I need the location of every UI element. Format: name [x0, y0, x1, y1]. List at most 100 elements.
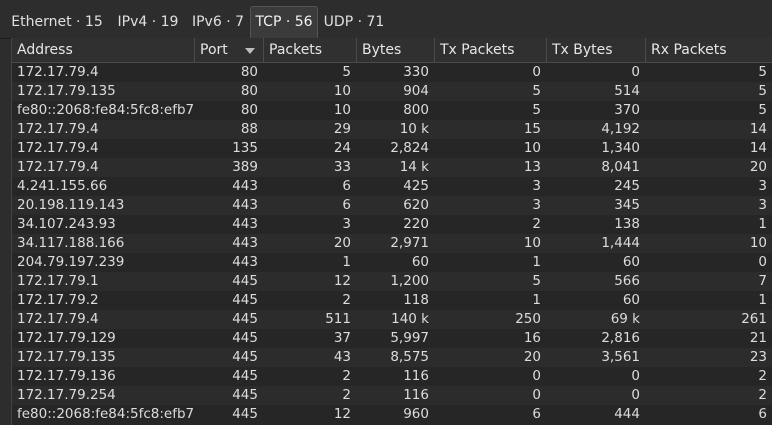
table-row[interactable]: 172.17.79.2 445 2 118 1 60 1 — [12, 291, 772, 310]
sort-descending-icon — [245, 48, 255, 54]
cell-tx-bytes: 4,192 — [601, 121, 640, 137]
table-row[interactable]: 172.17.79.4 88 29 10 k 15 4,192 14 — [12, 120, 772, 139]
cell-tx-packets: 0 — [532, 387, 541, 403]
cell-port: 445 — [232, 406, 258, 422]
tab-udp[interactable]: UDP · 71 — [323, 14, 385, 30]
cell-tx-bytes: 60 — [622, 254, 640, 270]
table-row[interactable]: 172.17.79.254 445 2 116 0 0 2 — [12, 386, 772, 405]
cell-bytes: 60 — [411, 254, 429, 270]
cell-tx-bytes: 2,816 — [601, 330, 640, 346]
cell-packets: 33 — [333, 159, 351, 175]
cell-packets: 12 — [333, 406, 351, 422]
cell-packets: 20 — [333, 235, 351, 251]
conversation-table[interactable]: Address Port Packets Bytes Tx Packets Tx… — [11, 38, 772, 425]
cell-rx-packets: 7 — [758, 273, 767, 289]
cell-tx-packets: 0 — [532, 368, 541, 384]
table-row[interactable]: 34.117.188.166 443 20 2,971 10 1,444 10 — [12, 234, 772, 253]
cell-rx-packets: 14 — [749, 140, 767, 156]
cell-tx-bytes: 8,041 — [601, 159, 640, 175]
cell-tx-bytes: 0 — [631, 387, 640, 403]
cell-address: 172.17.79.129 — [17, 330, 116, 346]
cell-rx-packets: 6 — [758, 406, 767, 422]
cell-tx-bytes: 69 k — [610, 311, 640, 327]
cell-bytes: 1,200 — [390, 273, 429, 289]
table-row[interactable]: 172.17.79.4 445 511 140 k 250 69 k 261 — [12, 310, 772, 329]
cell-tx-bytes: 245 — [614, 178, 640, 194]
column-header-port[interactable]: Port — [195, 38, 264, 62]
cell-bytes: 904 — [403, 83, 429, 99]
table-row[interactable]: 172.17.79.135 80 10 904 5 514 5 — [12, 82, 772, 101]
cell-rx-packets: 3 — [758, 178, 767, 194]
cell-port: 80 — [240, 102, 258, 118]
cell-port: 445 — [232, 368, 258, 384]
cell-tx-packets: 13 — [523, 159, 541, 175]
cell-port: 80 — [240, 83, 258, 99]
cell-port: 80 — [240, 64, 258, 80]
cell-packets: 6 — [342, 178, 351, 194]
cell-rx-packets: 10 — [749, 235, 767, 251]
table-row[interactable]: 204.79.197.239 443 1 60 1 60 0 — [12, 253, 772, 272]
cell-port: 443 — [232, 235, 258, 251]
table-row[interactable]: fe80::2068:fe84:5fc8:efb7 80 10 800 5 370 5 — [12, 101, 772, 120]
table-row[interactable]: fe80::2068:fe84:5fc8:efb7 445 12 960 6 444 6 — [12, 405, 772, 424]
cell-rx-packets: 0 — [758, 254, 767, 270]
cell-packets: 10 — [333, 102, 351, 118]
cell-tx-packets: 0 — [532, 64, 541, 80]
cell-bytes: 8,575 — [390, 349, 429, 365]
table-row[interactable]: 172.17.79.136 445 2 116 0 0 2 — [12, 367, 772, 386]
column-header-bytes[interactable]: Bytes — [357, 38, 435, 62]
table-row[interactable]: 172.17.79.4 135 24 2,824 10 1,340 14 — [12, 139, 772, 158]
table-row[interactable]: 172.17.79.1 445 12 1,200 5 566 7 — [12, 272, 772, 291]
cell-rx-packets: 2 — [758, 387, 767, 403]
cell-tx-bytes: 138 — [614, 216, 640, 232]
cell-tx-packets: 10 — [523, 235, 541, 251]
cell-bytes: 960 — [403, 406, 429, 422]
table-row[interactable]: 172.17.79.135 445 43 8,575 20 3,561 23 — [12, 348, 772, 367]
cell-tx-packets: 5 — [532, 83, 541, 99]
table-row[interactable]: 34.107.243.93 443 3 220 2 138 1 — [12, 215, 772, 234]
cell-address: 172.17.79.4 — [17, 64, 99, 80]
cell-rx-packets: 2 — [758, 368, 767, 384]
table-row[interactable]: 4.241.155.66 443 6 425 3 245 3 — [12, 177, 772, 196]
cell-tx-bytes: 1,444 — [601, 235, 640, 251]
cell-port: 135 — [232, 140, 258, 156]
cell-port: 443 — [232, 178, 258, 194]
cell-packets: 511 — [325, 311, 351, 327]
table-row[interactable]: 20.198.119.143 443 6 620 3 345 3 — [12, 196, 772, 215]
table-row[interactable]: 172.17.79.129 445 37 5,997 16 2,816 21 — [12, 329, 772, 348]
cell-bytes: 330 — [403, 64, 429, 80]
cell-bytes: 425 — [403, 178, 429, 194]
cell-packets: 10 — [333, 83, 351, 99]
cell-rx-packets: 1 — [758, 292, 767, 308]
column-header-tx-packets[interactable]: Tx Packets — [435, 38, 547, 62]
column-header-tx-bytes[interactable]: Tx Bytes — [547, 38, 646, 62]
cell-tx-packets: 16 — [523, 330, 541, 346]
cell-bytes: 5,997 — [390, 330, 429, 346]
tab-tcp[interactable]: TCP · 56 — [250, 6, 318, 38]
cell-bytes: 800 — [403, 102, 429, 118]
cell-address: 172.17.79.4 — [17, 140, 99, 156]
cell-port: 445 — [232, 292, 258, 308]
column-header-packets[interactable]: Packets — [264, 38, 357, 62]
cell-bytes: 220 — [403, 216, 429, 232]
cell-address: 20.198.119.143 — [17, 197, 125, 213]
cell-port: 445 — [232, 311, 258, 327]
cell-port: 88 — [240, 121, 258, 137]
cell-bytes: 10 k — [399, 121, 429, 137]
tab-ipv6[interactable]: IPv6 · 7 — [191, 14, 245, 30]
tab-ethernet[interactable]: Ethernet · 15 — [11, 14, 103, 30]
table-row[interactable]: 172.17.79.4 80 5 330 0 0 5 — [12, 63, 772, 82]
column-header-rx-packets[interactable]: Rx Packets — [646, 38, 772, 62]
cell-bytes: 116 — [403, 368, 429, 384]
cell-port: 443 — [232, 254, 258, 270]
cell-port: 445 — [232, 330, 258, 346]
cell-tx-bytes: 514 — [614, 83, 640, 99]
cell-address: 34.107.243.93 — [17, 216, 116, 232]
cell-port: 445 — [232, 273, 258, 289]
table-row[interactable]: 172.17.79.4 389 33 14 k 13 8,041 20 — [12, 158, 772, 177]
column-header-address[interactable]: Address — [12, 38, 195, 62]
cell-tx-packets: 1 — [532, 254, 541, 270]
column-header-port-label: Port — [200, 42, 228, 58]
tab-ipv4[interactable]: IPv4 · 19 — [117, 14, 179, 30]
